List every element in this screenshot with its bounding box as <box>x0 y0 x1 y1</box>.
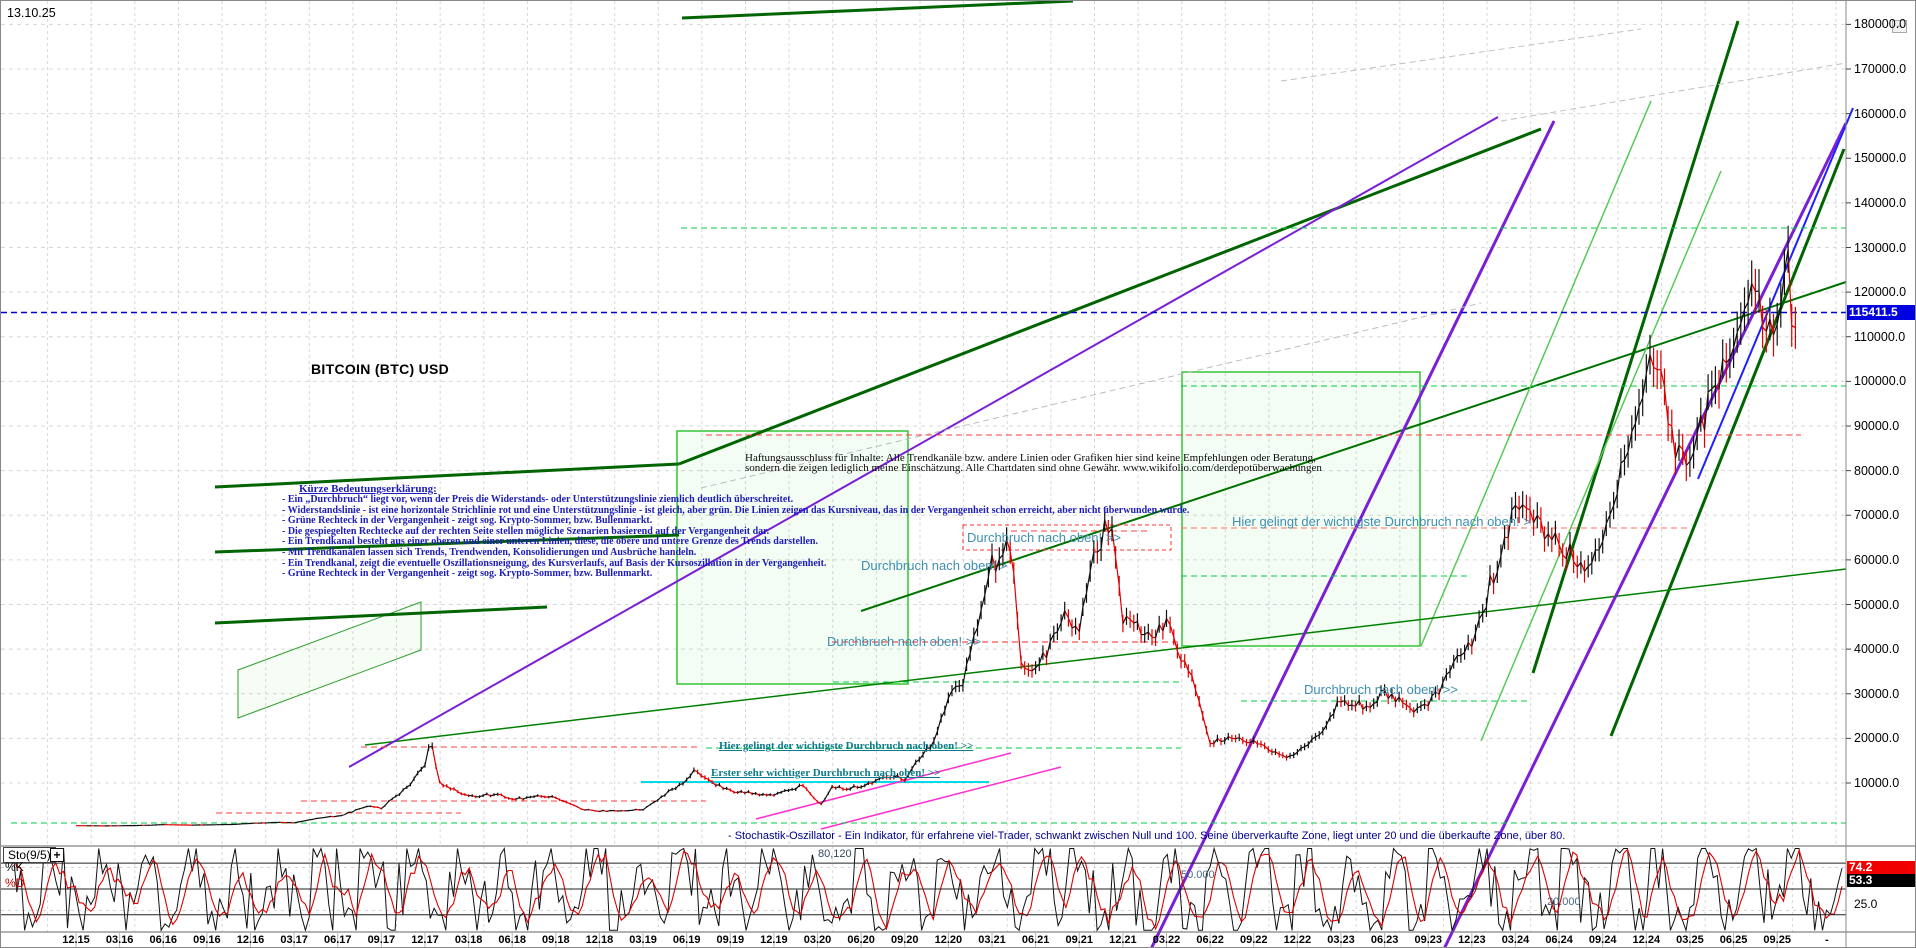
price-axis-tick[interactable]: 30000.0 <box>1854 686 1900 701</box>
time-axis-tick[interactable]: 06.20 <box>847 934 875 946</box>
disclaimer-line-2: sondern die zeigen lediglich meine Einsc… <box>745 461 1322 474</box>
price-axis-tick[interactable]: 20000.0 <box>1854 731 1900 746</box>
disclaimer-text: Haftungsausschluss für Inhalte: Alle Tre… <box>745 452 1322 474</box>
oscillator-axis-tick: 25.0 <box>1854 897 1878 911</box>
collapse-axis-icon[interactable]: − <box>1892 20 1907 33</box>
explanation-line: - Die gespiegelten Rechtecke auf der rec… <box>282 525 770 537</box>
oscillator-name-label[interactable]: Sto(9/5) <box>3 847 56 863</box>
percent-d-value-badge: 53.3 <box>1847 874 1915 887</box>
price-axis-tick[interactable]: 130000.0 <box>1854 240 1907 255</box>
time-axis-tick[interactable]: 03.21 <box>978 934 1006 946</box>
time-axis-tick[interactable]: 09.16 <box>193 934 221 946</box>
percent-d-label: %D <box>5 876 25 890</box>
symbol-title: BITCOIN (BTC) USD <box>311 361 450 377</box>
breakout-annotation: Durchbruch nach oben! >> <box>1304 682 1458 697</box>
breakout-annotation: Erster sehr wichtiger Durchbruch nach ob… <box>711 767 941 779</box>
time-axis-tick[interactable]: 09.20 <box>891 934 919 946</box>
explanation-block: Kürze Bedeutungserklärung: - Ein „Durchb… <box>282 483 1189 580</box>
current-price-badge: 115411.5 <box>1847 305 1915 320</box>
explanation-line: - Grüne Rechteck in der Vergangenheit - … <box>282 515 653 527</box>
price-axis-tick[interactable]: 70000.0 <box>1854 508 1900 523</box>
breakout-annotation: Durchbruch nach oben! >> <box>967 530 1121 545</box>
time-axis-tick[interactable]: 06.17 <box>323 934 352 946</box>
time-axis-tick[interactable]: 06.16 <box>149 934 177 946</box>
time-axis-tick[interactable]: 09.22 <box>1239 934 1268 946</box>
oscillator-level-label: 80,120 <box>818 848 852 860</box>
price-axis-tick[interactable]: 60000.0 <box>1854 552 1900 567</box>
explanation-line: - Grüne Rechteck in der Vergangenheit - … <box>282 568 653 580</box>
price-axis-tick[interactable]: 160000.0 <box>1854 106 1907 121</box>
price-axis-tick[interactable]: 180000.0 <box>1854 17 1907 32</box>
price-axis-tick[interactable]: 80000.0 <box>1854 463 1900 478</box>
price-axis-tick[interactable]: 140000.0 <box>1854 195 1907 210</box>
time-axis-tick[interactable]: 06.18 <box>498 934 526 946</box>
price-axis-tick[interactable]: 100000.0 <box>1854 374 1907 389</box>
time-axis-tick[interactable]: 12.20 <box>934 934 963 946</box>
percent-k-value-badge: 74.2 <box>1847 861 1915 874</box>
price-axis-tick[interactable]: 110000.0 <box>1854 329 1906 344</box>
price-axis-tick[interactable]: 90000.0 <box>1854 419 1900 433</box>
time-axis-tick[interactable]: 03.17 <box>280 934 308 946</box>
price-axis-tick[interactable]: 40000.0 <box>1854 642 1900 657</box>
time-axis-tick[interactable]: 06.19 <box>672 934 701 946</box>
price-axis-tick[interactable]: 120000.0 <box>1854 285 1907 300</box>
price-axis-tick[interactable]: 50000.0 <box>1854 597 1900 612</box>
add-indicator-icon[interactable]: + <box>50 848 64 862</box>
time-axis-tick[interactable]: 03.19 <box>629 934 657 946</box>
explanation-line: - Ein „Durchbruch“ liegt vor, wenn der P… <box>282 494 794 505</box>
time-axis-tick[interactable]: 12.17 <box>411 934 439 946</box>
explanation-line: - Ein Trendkanal, zeigt die eventuelle O… <box>282 557 827 569</box>
x-axis-overflow-label: - <box>1825 934 1829 946</box>
chart-date-label: 13.10.25 <box>7 6 56 20</box>
explanation-line: - Mit Trendkanälen lassen sich Trends, T… <box>282 546 697 558</box>
time-axis-tick[interactable]: 03.22 <box>1152 934 1181 946</box>
time-axis-tick[interactable]: 09.18 <box>542 934 570 946</box>
time-axis-tick[interactable]: 03.24 <box>1501 934 1530 946</box>
time-axis-tick[interactable]: 06.21 <box>1021 934 1050 946</box>
time-axis-tick[interactable]: 09.19 <box>716 934 745 946</box>
time-axis-tick[interactable]: 06.23 <box>1370 934 1399 946</box>
time-axis-tick[interactable]: 12.22 <box>1283 934 1312 946</box>
time-axis-tick[interactable]: 03.18 <box>454 934 483 946</box>
time-axis-tick[interactable]: 12.19 <box>760 934 788 946</box>
time-axis-tick[interactable]: 03.20 <box>803 934 832 946</box>
explanation-title: Kürze Bedeutungserklärung: <box>299 483 437 495</box>
time-axis-tick[interactable]: 03.23 <box>1327 934 1355 946</box>
explanation-line: - Ein Trendkanal besteht aus einer obere… <box>282 536 818 548</box>
time-axis-tick[interactable]: 09.17 <box>367 934 396 946</box>
time-axis-tick[interactable]: 09.25 <box>1763 934 1791 946</box>
time-axis-tick[interactable]: 12.16 <box>236 934 265 946</box>
time-axis-tick[interactable]: 03.16 <box>105 934 134 946</box>
time-axis-tick[interactable]: 06.24 <box>1545 934 1573 946</box>
oscillator-level-label: 20.000 <box>1547 896 1581 908</box>
time-axis-tick[interactable]: 12.15 <box>62 934 90 946</box>
price-axis-tick[interactable]: 10000.0 <box>1854 776 1900 790</box>
time-axis-tick[interactable]: 09.21 <box>1065 934 1094 946</box>
time-axis-tick[interactable]: 06.25 <box>1719 934 1748 946</box>
breakout-annotation: Hier gelingt der wichtigste Durchbruch n… <box>719 740 974 752</box>
percent-k-label: %K <box>5 860 24 874</box>
time-axis-tick[interactable]: 12.24 <box>1632 934 1661 946</box>
explanation-line: - Widerstandslinie - ist eine horizontal… <box>282 504 1190 516</box>
time-axis-tick[interactable]: 06.22 <box>1196 934 1224 946</box>
time-axis-tick[interactable]: 03.25 <box>1676 934 1704 946</box>
time-axis-tick[interactable]: 09.23 <box>1414 934 1442 946</box>
breakout-annotation: Durchbruch nach oben! >> <box>827 634 981 649</box>
breakout-annotation: Durchbruch nach oben! > <box>861 558 1008 573</box>
price-axis-tick[interactable]: 150000.0 <box>1854 151 1907 166</box>
stochastic-description: - Stochastik-Oszillator - Ein Indikator,… <box>728 830 1566 842</box>
breakout-annotation: Hier gelingt der wichtigste Durchbruch n… <box>1232 514 1531 529</box>
disclaimer-line-1: Haftungsausschluss für Inhalte: Alle Tre… <box>745 452 1316 464</box>
time-axis-tick[interactable]: 09.24 <box>1588 934 1617 946</box>
price-axis-tick[interactable]: 170000.0 <box>1854 62 1907 76</box>
time-axis-tick[interactable]: 12.18 <box>585 934 614 946</box>
time-axis-tick[interactable]: 12.23 <box>1458 934 1486 946</box>
oscillator-level-label: 50.000 <box>1181 869 1215 881</box>
time-axis-tick[interactable]: 12.21 <box>1109 934 1137 946</box>
